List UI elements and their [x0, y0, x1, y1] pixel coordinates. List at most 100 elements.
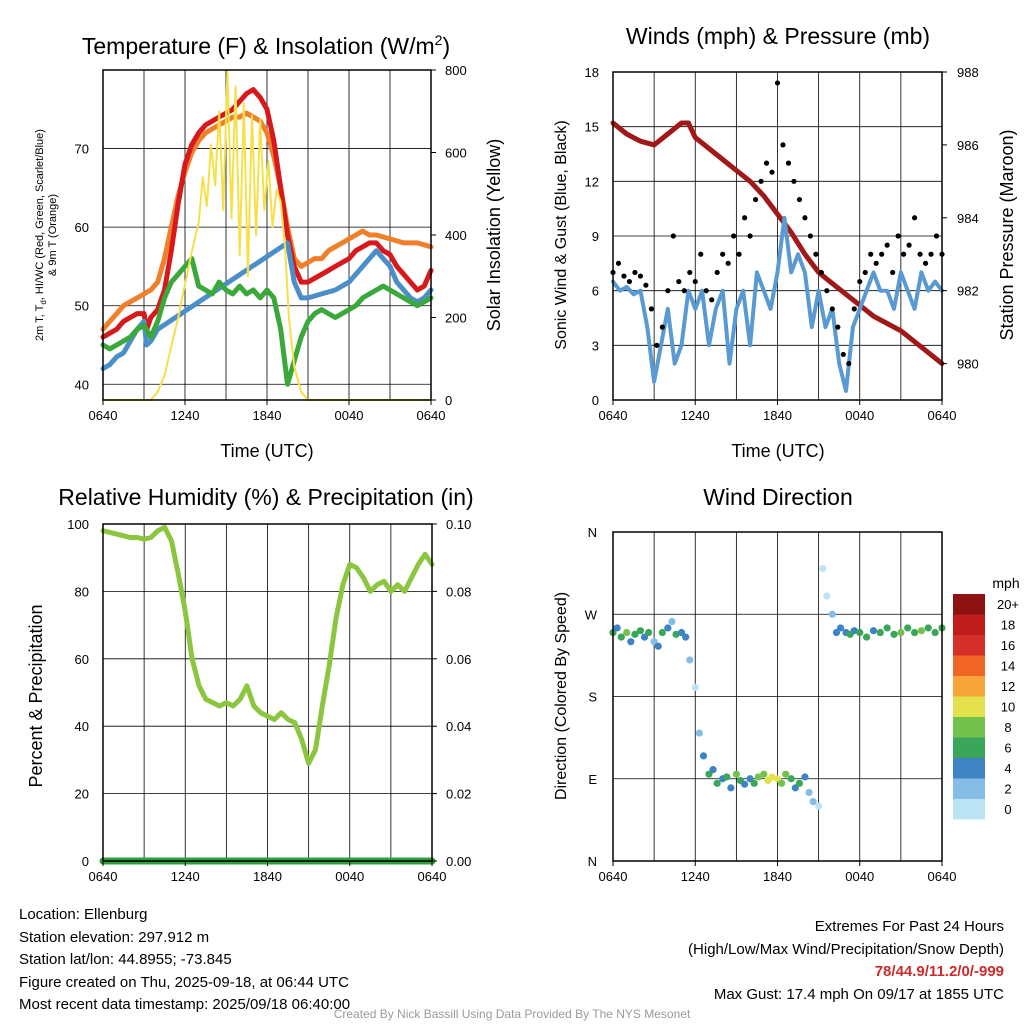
y-tick-label-left: 0 — [592, 393, 599, 408]
y-tick-label-left: E — [588, 772, 597, 787]
legend-label: 12 — [1001, 679, 1015, 694]
legend-label: 2 — [1004, 782, 1011, 797]
x-tick-label: 0040 — [335, 869, 364, 884]
direction-title: Wind Direction — [703, 484, 853, 510]
gust-point — [747, 233, 753, 239]
legend-swatch — [953, 778, 985, 799]
direction-point — [805, 788, 813, 797]
gust-point — [774, 80, 781, 86]
temperature-ylabel-left-2: & 9m T (Orange) — [47, 194, 59, 276]
direction-point — [713, 779, 721, 787]
legend-swatch — [953, 594, 985, 615]
gust-point — [780, 142, 786, 148]
legend-swatch — [953, 799, 985, 820]
legend-label: 14 — [1001, 659, 1015, 674]
gust-point — [632, 269, 638, 276]
y-tick-label-left: 6 — [592, 284, 599, 299]
x-tick-label: 1240 — [681, 408, 710, 423]
temperature-xlabel: Time (UTC) — [220, 441, 313, 461]
gust-point — [796, 196, 803, 203]
gust-point — [868, 251, 874, 257]
gust-point — [681, 288, 687, 294]
direction-panel: Wind Direction 0640 1240 1840 0040 0640NESWN… — [553, 484, 1020, 884]
gust-point — [928, 251, 934, 257]
gust-point — [676, 278, 682, 285]
direction-point — [768, 773, 776, 781]
direction-point — [795, 779, 804, 787]
credit-line: Created By Nick Bassill Using Data Provi… — [333, 1007, 691, 1021]
gust-point — [665, 288, 671, 294]
x-tick-label: 0640 — [418, 869, 447, 884]
direction-point — [856, 628, 864, 637]
legend-label: 16 — [1001, 638, 1015, 653]
legend-swatch — [953, 635, 985, 656]
gust-point — [895, 233, 901, 239]
y-tick-label-right: 0.02 — [446, 787, 471, 802]
y-tick-label-right: 986 — [957, 138, 979, 153]
gust-point — [742, 215, 748, 221]
y-tick-label-right: 400 — [445, 228, 467, 243]
direction-point — [883, 624, 891, 632]
gust-point — [709, 297, 715, 303]
y-tick-label-left: 40 — [75, 377, 89, 392]
figure-created: Figure created on Thu, 2025-09-18, at 06… — [19, 973, 349, 991]
gust-point — [917, 251, 923, 257]
direction-point — [732, 770, 740, 778]
legend-label: 0 — [1004, 802, 1011, 817]
humidity-panel: Relative Humidity (%) & Precipitation (i… — [26, 484, 474, 884]
y-tick-label-right: 0 — [445, 393, 452, 408]
winds-series — [610, 80, 945, 393]
direction-point — [850, 627, 858, 635]
y-tick-label-left: 18 — [585, 65, 599, 80]
direction-point — [682, 633, 690, 641]
legend-label: 6 — [1004, 741, 1011, 756]
direction-point — [727, 784, 735, 792]
legend-label: 18 — [1001, 618, 1015, 633]
gust-point — [851, 306, 857, 312]
gust-point — [922, 260, 929, 266]
y-tick-label-right: 600 — [445, 146, 467, 161]
direction-point — [623, 628, 631, 637]
extremes-subheading: (High/Low/Max Wind/Precipitation/Snow De… — [688, 940, 1004, 958]
pressure-line — [610, 120, 945, 367]
direction-point — [750, 779, 758, 787]
x-tick-label: 1840 — [253, 869, 282, 884]
y-tick-label-left: 80 — [75, 584, 89, 599]
direction-grid — [613, 531, 942, 862]
temperature-line — [100, 87, 434, 340]
gust-point — [791, 178, 797, 184]
direction-point — [654, 642, 662, 650]
gust-point — [802, 215, 808, 221]
gust-point — [906, 242, 912, 248]
y-tick-label-right: 0.06 — [446, 652, 471, 667]
direction-point — [650, 638, 658, 646]
direction-point — [627, 638, 635, 646]
gust-point — [862, 269, 868, 276]
gust-point — [933, 233, 940, 239]
direction-point — [760, 770, 768, 778]
gust-point — [626, 278, 633, 285]
gust-point — [879, 251, 885, 257]
direction-point — [809, 797, 817, 806]
gust-point — [890, 269, 896, 276]
temperature-title: Temperature (F) & Insolation (W/m2) — [82, 32, 450, 59]
y-tick-label-right: 0.00 — [446, 854, 471, 869]
gust-point — [687, 269, 693, 276]
gust-point — [835, 324, 841, 330]
direction-point — [904, 624, 912, 632]
y-tick-label-left: 3 — [592, 338, 599, 353]
gust-point — [873, 260, 879, 266]
gust-point — [615, 260, 622, 266]
direction-point — [613, 624, 621, 632]
y-tick-label-right: 0.04 — [446, 719, 471, 734]
y-tick-label-left: 40 — [75, 719, 89, 734]
gust-point — [758, 178, 764, 184]
direction-point — [863, 633, 871, 641]
gust-point — [637, 273, 644, 279]
direction-point — [910, 628, 919, 637]
direction-point — [773, 775, 782, 783]
gust-point — [840, 351, 846, 358]
x-tick-label: 1240 — [171, 408, 200, 423]
gust-point — [763, 160, 770, 166]
gust-point — [725, 260, 731, 266]
